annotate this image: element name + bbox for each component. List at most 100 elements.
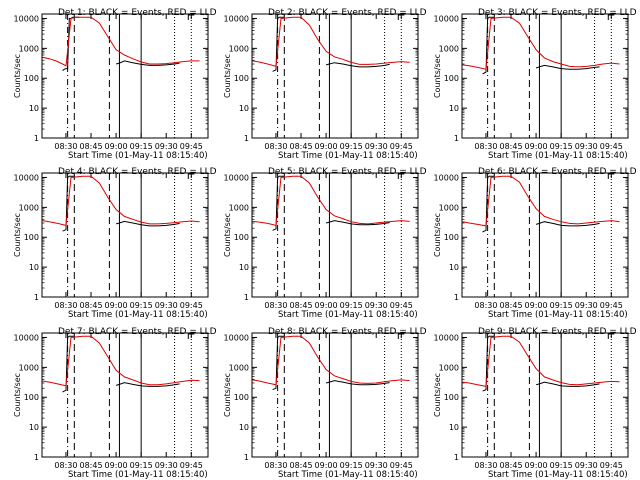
series-events xyxy=(482,335,495,392)
y-tick-label: 10 xyxy=(29,104,39,113)
x-tick-label: 09:30 xyxy=(575,301,598,310)
panel-title: Det 8: BLACK = Events, RED = LLD xyxy=(268,327,427,337)
series-events-after xyxy=(325,220,390,226)
panel-det-5: Det 5: BLACK = Events, RED = LLD 1 10 100 10… xyxy=(223,167,427,320)
x-tick-label: 09:45 xyxy=(600,461,623,470)
x-axis-label: Start Time (01-May-11 08:15:40) xyxy=(278,151,418,161)
x-tick-label: 09:00 xyxy=(105,461,128,470)
series-events xyxy=(62,175,75,232)
x-tick-label: 08:30 xyxy=(54,461,77,470)
series-events xyxy=(62,16,80,71)
x-tick-label: 09:15 xyxy=(130,461,153,470)
y-tick-label: 10 xyxy=(449,423,459,432)
x-tick-label: 09:45 xyxy=(180,142,203,151)
x-tick-label: 09:00 xyxy=(105,301,128,310)
panel-title: Det 6: BLACK = Events, RED = LLD xyxy=(478,167,637,177)
panel-det-9: Det 9: BLACK = Events, RED = LLD 1 10 100 10… xyxy=(433,327,637,480)
series-lld xyxy=(462,335,620,387)
x-tick-label: 09:15 xyxy=(340,461,363,470)
y-tick-label: 10000 xyxy=(434,14,459,23)
series-events-after xyxy=(535,381,600,387)
y-tick-label: 1000 xyxy=(19,363,39,372)
y-axis-label: Counts/sec xyxy=(433,213,442,257)
x-tick-label: 09:45 xyxy=(390,461,413,470)
y-tick-label: 1000 xyxy=(229,363,249,372)
y-axis-label: Counts/sec xyxy=(13,213,22,257)
y-tick-label: 10000 xyxy=(224,173,249,182)
x-tick-label: 08:45 xyxy=(289,301,312,310)
x-tick-label: 08:45 xyxy=(79,461,102,470)
x-tick-label: 08:45 xyxy=(289,142,312,151)
y-tick-label: 1000 xyxy=(19,203,39,212)
attenuator-marker xyxy=(187,333,195,339)
plot-frame xyxy=(251,172,419,298)
y-tick-label: 1000 xyxy=(439,363,459,372)
series-events xyxy=(482,16,495,75)
panel-det-7: Det 7: BLACK = Events, RED = LLD 1 10 100 10… xyxy=(13,327,217,480)
plot-frame xyxy=(251,332,419,458)
plot-frame xyxy=(461,332,629,458)
x-tick-label: 09:45 xyxy=(390,142,413,151)
panel-det-3: Det 3: BLACK = Events, RED = LLD 1 10 100 10… xyxy=(433,8,637,161)
x-tick-label: 09:45 xyxy=(600,301,623,310)
series-events xyxy=(272,16,285,72)
x-axis-label: Start Time (01-May-11 08:15:40) xyxy=(488,470,628,480)
x-tick-label: 09:45 xyxy=(390,301,413,310)
y-tick-label: 10000 xyxy=(224,333,249,342)
y-tick-label: 1 xyxy=(244,453,249,462)
x-tick-label: 09:30 xyxy=(155,461,178,470)
y-axis-label: Counts/sec xyxy=(433,373,442,417)
panel-title: Det 4: BLACK = Events, RED = LLD xyxy=(58,167,217,177)
y-axis-label: Counts/sec xyxy=(13,373,22,417)
x-tick-label: 08:30 xyxy=(54,142,77,151)
y-tick-label: 10000 xyxy=(224,14,249,23)
x-tick-label: 09:30 xyxy=(575,142,598,151)
y-tick-label: 100 xyxy=(234,393,249,402)
x-tick-label: 08:45 xyxy=(499,461,522,470)
y-tick-label: 10 xyxy=(449,263,459,272)
x-tick-label: 09:15 xyxy=(550,301,573,310)
x-tick-label: 08:30 xyxy=(264,142,287,151)
x-axis-label: Start Time (01-May-11 08:15:40) xyxy=(68,151,208,161)
panel-title: Det 9: BLACK = Events, RED = LLD xyxy=(478,327,637,337)
attenuator-marker xyxy=(397,14,405,20)
y-tick-label: 1 xyxy=(244,293,249,302)
y-tick-label: 100 xyxy=(234,233,249,242)
x-tick-label: 09:30 xyxy=(365,142,388,151)
series-events-after xyxy=(115,60,180,66)
x-tick-label: 09:00 xyxy=(525,301,548,310)
series-events-after xyxy=(115,220,180,227)
x-tick-label: 09:00 xyxy=(525,461,548,470)
x-axis-label: Start Time (01-May-11 08:15:40) xyxy=(68,310,208,320)
series-events xyxy=(272,335,285,391)
x-tick-label: 09:00 xyxy=(315,461,338,470)
y-tick-label: 100 xyxy=(234,74,249,83)
y-tick-label: 100 xyxy=(444,74,459,83)
x-tick-label: 08:30 xyxy=(264,461,287,470)
y-axis-label: Counts/sec xyxy=(433,54,442,98)
y-tick-label: 1 xyxy=(34,453,39,462)
series-lld xyxy=(252,16,410,68)
y-tick-label: 10 xyxy=(449,104,459,113)
panel-det-6: Det 6: BLACK = Events, RED = LLD 1 10 100 10… xyxy=(433,167,637,320)
y-tick-label: 100 xyxy=(444,393,459,402)
x-tick-label: 09:30 xyxy=(155,301,178,310)
x-tick-label: 09:45 xyxy=(600,142,623,151)
x-tick-label: 08:30 xyxy=(474,301,497,310)
x-tick-label: 08:30 xyxy=(54,301,77,310)
series-lld xyxy=(42,16,200,67)
y-tick-label: 10 xyxy=(29,263,39,272)
panel-title: Det 1: BLACK = Events, RED = LLD xyxy=(58,8,217,18)
y-tick-label: 100 xyxy=(24,233,39,242)
x-tick-label: 08:45 xyxy=(499,142,522,151)
attenuator-marker xyxy=(187,14,195,20)
x-tick-label: 09:00 xyxy=(105,142,128,151)
x-tick-label: 08:30 xyxy=(474,142,497,151)
series-events xyxy=(482,175,495,233)
x-tick-label: 09:30 xyxy=(365,301,388,310)
plot-frame xyxy=(41,13,209,139)
x-tick-label: 08:30 xyxy=(474,461,497,470)
x-tick-label: 09:45 xyxy=(180,301,203,310)
x-tick-label: 09:30 xyxy=(155,142,178,151)
